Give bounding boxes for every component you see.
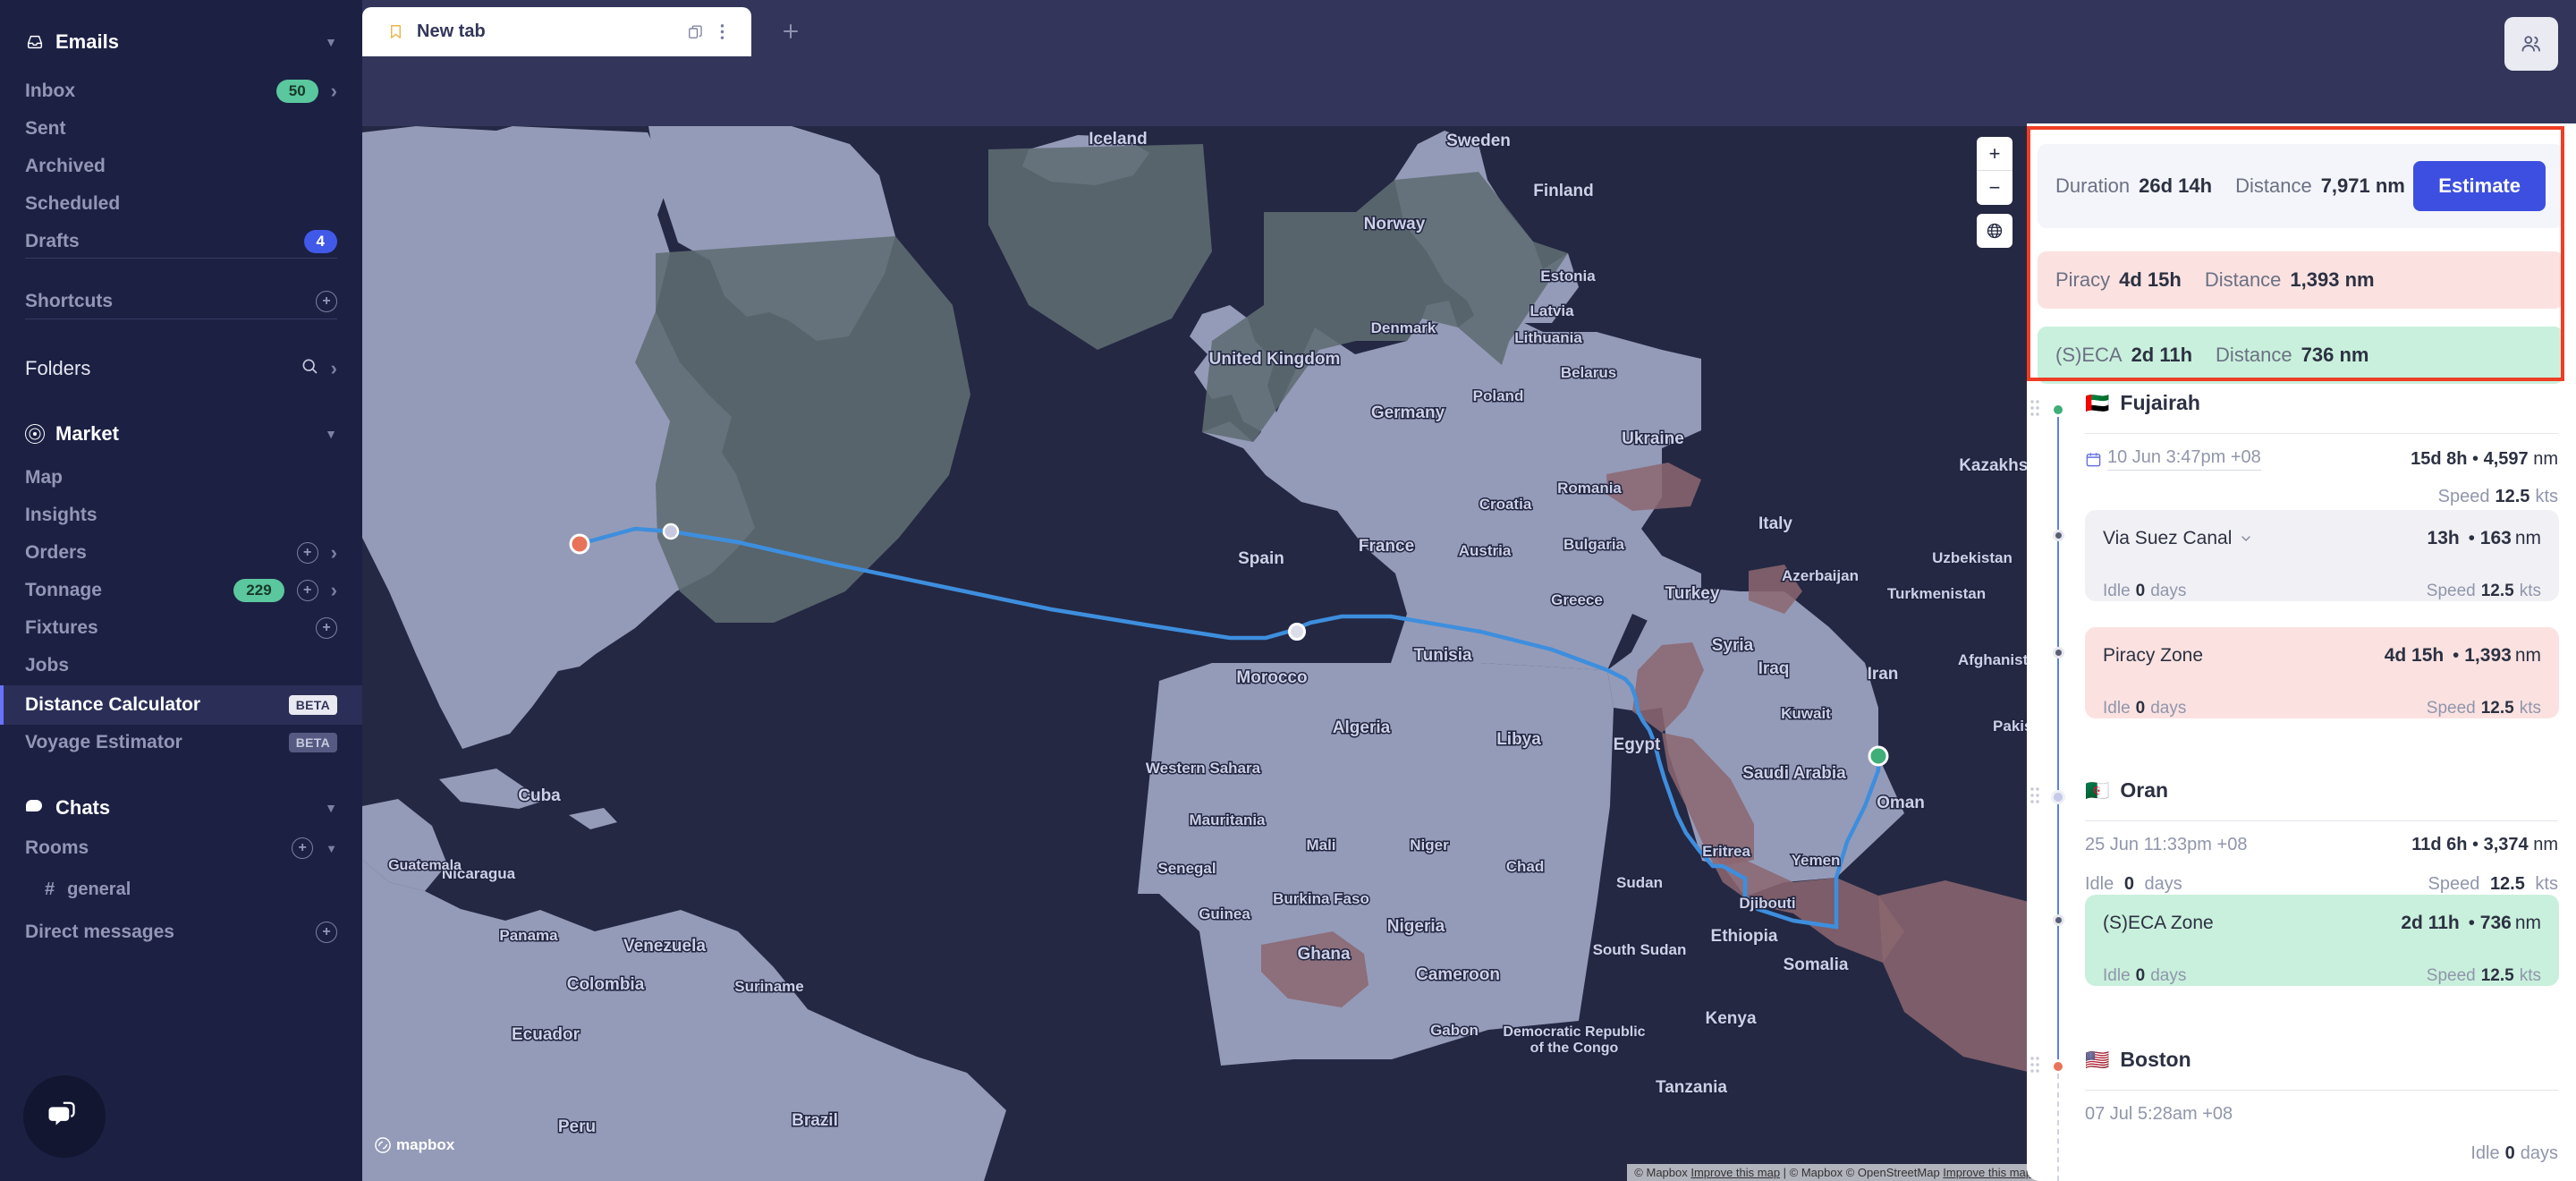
- svg-text:Colombia: Colombia: [567, 975, 645, 994]
- svg-text:Finland: Finland: [1533, 182, 1594, 200]
- svg-text:Germany: Germany: [1371, 404, 1445, 422]
- svg-text:Mauritania: Mauritania: [1189, 811, 1266, 828]
- svg-text:Somalia: Somalia: [1784, 956, 1849, 974]
- svg-text:Yemen: Yemen: [1792, 852, 1841, 869]
- svg-text:Norway: Norway: [1364, 215, 1426, 234]
- svg-text:Syria: Syria: [1712, 636, 1754, 655]
- svg-text:Cuba: Cuba: [518, 786, 561, 805]
- svg-text:Latvia: Latvia: [1530, 302, 1574, 319]
- svg-text:Sudan: Sudan: [1616, 874, 1663, 891]
- svg-text:Belarus: Belarus: [1561, 364, 1616, 381]
- svg-text:Eritrea: Eritrea: [1702, 843, 1750, 860]
- svg-text:Suriname: Suriname: [734, 978, 803, 995]
- svg-text:Estonia: Estonia: [1540, 268, 1596, 285]
- svg-text:Azerbaijan: Azerbaijan: [1782, 567, 1859, 584]
- svg-text:Kuwait: Kuwait: [1781, 705, 1831, 722]
- svg-text:Tunisia: Tunisia: [1413, 646, 1472, 665]
- svg-text:Guinea: Guinea: [1199, 905, 1250, 922]
- svg-text:Saudi Arabia: Saudi Arabia: [1742, 764, 1846, 783]
- svg-text:Sweden: Sweden: [1446, 132, 1511, 150]
- svg-text:Poland: Poland: [1473, 387, 1524, 404]
- svg-text:Chad: Chad: [1506, 858, 1545, 875]
- svg-text:Greece: Greece: [1551, 591, 1603, 608]
- svg-text:Iceland: Iceland: [1089, 130, 1147, 149]
- svg-text:Lithuania: Lithuania: [1514, 329, 1582, 346]
- svg-text:Libya: Libya: [1496, 730, 1541, 749]
- svg-text:Mali: Mali: [1306, 837, 1335, 854]
- svg-text:Senegal: Senegal: [1157, 860, 1216, 877]
- svg-text:Morocco: Morocco: [1236, 668, 1307, 687]
- svg-text:Ghana: Ghana: [1297, 945, 1351, 964]
- svg-text:Ukraine: Ukraine: [1622, 429, 1684, 448]
- svg-text:Brazil: Brazil: [792, 1111, 838, 1130]
- svg-text:Democratic Republic: Democratic Republic: [1503, 1024, 1645, 1040]
- svg-text:Venezuela: Venezuela: [623, 937, 706, 956]
- svg-text:Italy: Italy: [1758, 514, 1792, 533]
- svg-text:France: France: [1359, 537, 1414, 556]
- svg-text:Egypt: Egypt: [1614, 735, 1661, 754]
- svg-text:Uzbekistan: Uzbekistan: [1932, 549, 2012, 566]
- svg-text:Panama: Panama: [499, 927, 558, 944]
- svg-text:Burkina Faso: Burkina Faso: [1273, 890, 1369, 907]
- svg-text:Tanzania: Tanzania: [1656, 1078, 1727, 1097]
- svg-text:Turkmenistan: Turkmenistan: [1887, 585, 1986, 602]
- svg-text:Ecuador: Ecuador: [512, 1025, 580, 1044]
- svg-text:United Kingdom: United Kingdom: [1209, 350, 1341, 369]
- svg-text:Iraq: Iraq: [1758, 659, 1790, 678]
- svg-text:Ethiopia: Ethiopia: [1711, 927, 1778, 946]
- svg-text:Algeria: Algeria: [1333, 718, 1391, 737]
- svg-text:Austria: Austria: [1459, 542, 1512, 559]
- svg-text:Croatia: Croatia: [1479, 496, 1532, 513]
- svg-text:Djibouti: Djibouti: [1739, 895, 1795, 912]
- svg-text:Iran: Iran: [1868, 665, 1899, 684]
- svg-text:Niger: Niger: [1410, 837, 1449, 854]
- svg-text:of the Congo: of the Congo: [1530, 1041, 1619, 1056]
- svg-text:Bulgaria: Bulgaria: [1563, 536, 1625, 553]
- svg-text:Spain: Spain: [1238, 549, 1284, 568]
- svg-text:South Sudan: South Sudan: [1593, 941, 1687, 958]
- svg-text:Nigeria: Nigeria: [1387, 917, 1445, 936]
- svg-text:Western Sahara: Western Sahara: [1146, 760, 1261, 777]
- svg-text:Guatemala: Guatemala: [388, 858, 462, 873]
- svg-text:Peru: Peru: [558, 1117, 596, 1136]
- svg-text:Romania: Romania: [1557, 480, 1622, 497]
- svg-text:Kenya: Kenya: [1705, 1009, 1756, 1028]
- svg-text:Gabon: Gabon: [1430, 1022, 1479, 1039]
- svg-text:Cameroon: Cameroon: [1416, 965, 1500, 984]
- svg-text:Oman: Oman: [1877, 794, 1925, 812]
- svg-text:Turkey: Turkey: [1665, 584, 1720, 603]
- svg-text:Denmark: Denmark: [1371, 319, 1436, 336]
